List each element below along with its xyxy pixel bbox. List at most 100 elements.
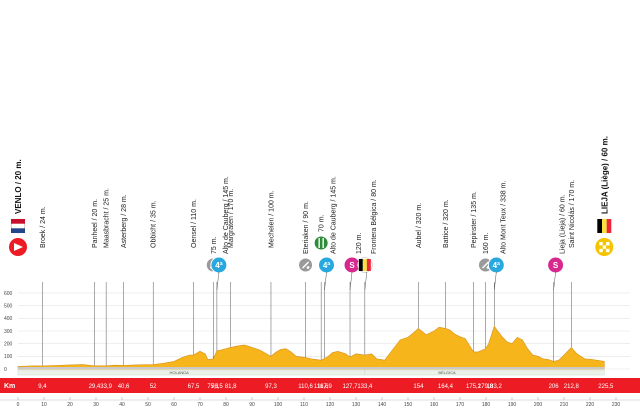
start-flag-icon bbox=[9, 218, 27, 256]
km-mark: 127,7 bbox=[343, 384, 359, 390]
place-label: Alto de Cauberg / 145 m. bbox=[331, 176, 338, 254]
km-mark: 206 bbox=[549, 384, 560, 390]
km-mark: 29,4 bbox=[89, 384, 101, 390]
x-tick-label: 160 bbox=[430, 402, 439, 408]
place-label: Pepinster / 135 m. bbox=[471, 191, 478, 248]
km-mark: 9,4 bbox=[38, 384, 47, 390]
km-mark: 81,8 bbox=[225, 384, 237, 390]
place-label: Asterberg / 28 m. bbox=[121, 194, 128, 248]
y-tick-label: 600 bbox=[4, 291, 13, 297]
elevation-area-path bbox=[17, 325, 605, 370]
finish-flag-icon bbox=[595, 219, 614, 256]
sprint-badge-text: S bbox=[349, 261, 355, 270]
x-tick-label: 0 bbox=[17, 402, 20, 408]
x-tick-label: 40 bbox=[119, 402, 125, 408]
country-label: HOLANDA bbox=[170, 370, 190, 375]
km-bar-title: Km bbox=[4, 383, 15, 390]
km-mark: 76,5 bbox=[211, 384, 223, 390]
place-label: 120 m. bbox=[356, 233, 363, 254]
elevation-area bbox=[17, 325, 605, 370]
x-tick-label: 120 bbox=[326, 402, 335, 408]
place-label: 160 m. bbox=[483, 233, 490, 254]
nl-flag-blue bbox=[11, 228, 25, 233]
y-tick-label: 0 bbox=[4, 367, 7, 373]
country-label: BÉLGICA bbox=[438, 370, 456, 375]
x-tick-label: 210 bbox=[560, 402, 569, 408]
place-label: Aubel / 320 m. bbox=[416, 203, 423, 248]
place-label-lieja: LIEJA (Liège) / 60 m. bbox=[600, 136, 609, 214]
km-mark: 133,4 bbox=[357, 384, 373, 390]
y-tick-label: 300 bbox=[4, 329, 13, 335]
x-tick-label: 200 bbox=[534, 402, 543, 408]
country-band-holanda bbox=[17, 369, 366, 376]
x-tick-label: 80 bbox=[223, 402, 229, 408]
y-axis: 600 500 400 300 200 100 0 bbox=[4, 291, 13, 373]
x-tick-label: 230 bbox=[612, 402, 621, 408]
checker-square bbox=[599, 242, 603, 246]
place-label: Lieja (Lieja) / 60 m. bbox=[560, 194, 567, 254]
place-label: Margraten / 170 m. bbox=[228, 189, 235, 248]
km-mark: 212,8 bbox=[564, 384, 580, 390]
checker-square bbox=[606, 248, 610, 253]
profile-base bbox=[18, 367, 605, 369]
connector-line bbox=[553, 271, 556, 291]
km-mark: 117,9 bbox=[317, 384, 332, 390]
place-label: Oensel / 110 m. bbox=[191, 199, 198, 248]
x-tick-label: 150 bbox=[404, 402, 413, 408]
place-label: Alto de Cauberg / 145 m. bbox=[223, 176, 230, 254]
place-label: Alto Mont Teux / 338 m. bbox=[500, 181, 507, 254]
border-flag-black bbox=[358, 259, 363, 271]
checker-square bbox=[602, 245, 607, 249]
x-axis: 0 10 20 30 40 50 60 70 80 90 100 110 120 130 140 150 160… bbox=[0, 397, 640, 408]
grid bbox=[18, 282, 630, 370]
km-bar: Km 9,4 29,4 33,9 40,6 52 67,5 75,176,5 81,8 97,3 1… bbox=[0, 378, 640, 393]
km-mark: 225,5 bbox=[598, 384, 614, 390]
km-mark: 52 bbox=[150, 384, 157, 390]
x-tick-label: 220 bbox=[586, 402, 595, 408]
feed-station-icon bbox=[313, 235, 329, 251]
place-label: Saint Nicolás / 170 m. bbox=[569, 180, 576, 248]
place-label: Battice / 320 m. bbox=[443, 199, 450, 248]
km-mark: 33,9 bbox=[100, 384, 112, 390]
checker-square bbox=[599, 248, 603, 253]
y-tick-label: 200 bbox=[4, 341, 13, 347]
border-flag-yellow bbox=[362, 259, 367, 271]
border-flag-red bbox=[366, 259, 371, 271]
feed-zone-icon bbox=[298, 257, 314, 273]
mountain-cat4-badge-text: 4ª bbox=[215, 261, 222, 270]
be-flag-yellow bbox=[602, 219, 607, 233]
place-label: 70 m. bbox=[319, 214, 326, 232]
place-label-venlo: VENLO / 20 m. bbox=[14, 159, 23, 214]
sprint-badge: S bbox=[547, 256, 565, 274]
country-band-belgica bbox=[364, 369, 605, 376]
mountain-cat4-badge: 4ª bbox=[318, 256, 336, 274]
mountain-cat4-badge-text: 4ª bbox=[323, 261, 330, 270]
place-label: Eteriaken / 90 m. bbox=[303, 201, 310, 254]
start-pin-arrow bbox=[14, 243, 23, 251]
x-tick-label: 10 bbox=[41, 402, 47, 408]
km-mark: 179,8 bbox=[478, 384, 494, 390]
place-label: Mechelen / 100 m. bbox=[268, 190, 275, 248]
x-tick-label: 190 bbox=[508, 402, 517, 408]
mountain-cat4-badge: 4ª bbox=[210, 256, 228, 274]
place-label: 75 m. bbox=[211, 236, 218, 254]
x-tick-label: 100 bbox=[274, 402, 283, 408]
y-tick-label: 100 bbox=[4, 354, 13, 360]
mountain-cat4-badge-text: 4ª bbox=[493, 261, 500, 270]
km-mark: 67,5 bbox=[188, 384, 200, 390]
x-tick-label: 70 bbox=[197, 402, 203, 408]
x-tick-label: 130 bbox=[352, 402, 361, 408]
be-flag-red bbox=[606, 219, 612, 233]
x-tick-label: 60 bbox=[171, 402, 177, 408]
mountain-cat4-badge: 4ª bbox=[487, 256, 505, 274]
y-tick-label: 500 bbox=[4, 303, 13, 309]
connector-line bbox=[216, 271, 220, 291]
km-mark: 110,6 bbox=[298, 384, 313, 390]
x-tick-label: 180 bbox=[482, 402, 491, 408]
km-bar-bg bbox=[0, 378, 640, 393]
connector-line bbox=[494, 271, 497, 291]
feed-icon-stroke bbox=[302, 261, 310, 269]
feed-station-icon-circle bbox=[313, 235, 329, 251]
checker-square bbox=[606, 242, 610, 246]
